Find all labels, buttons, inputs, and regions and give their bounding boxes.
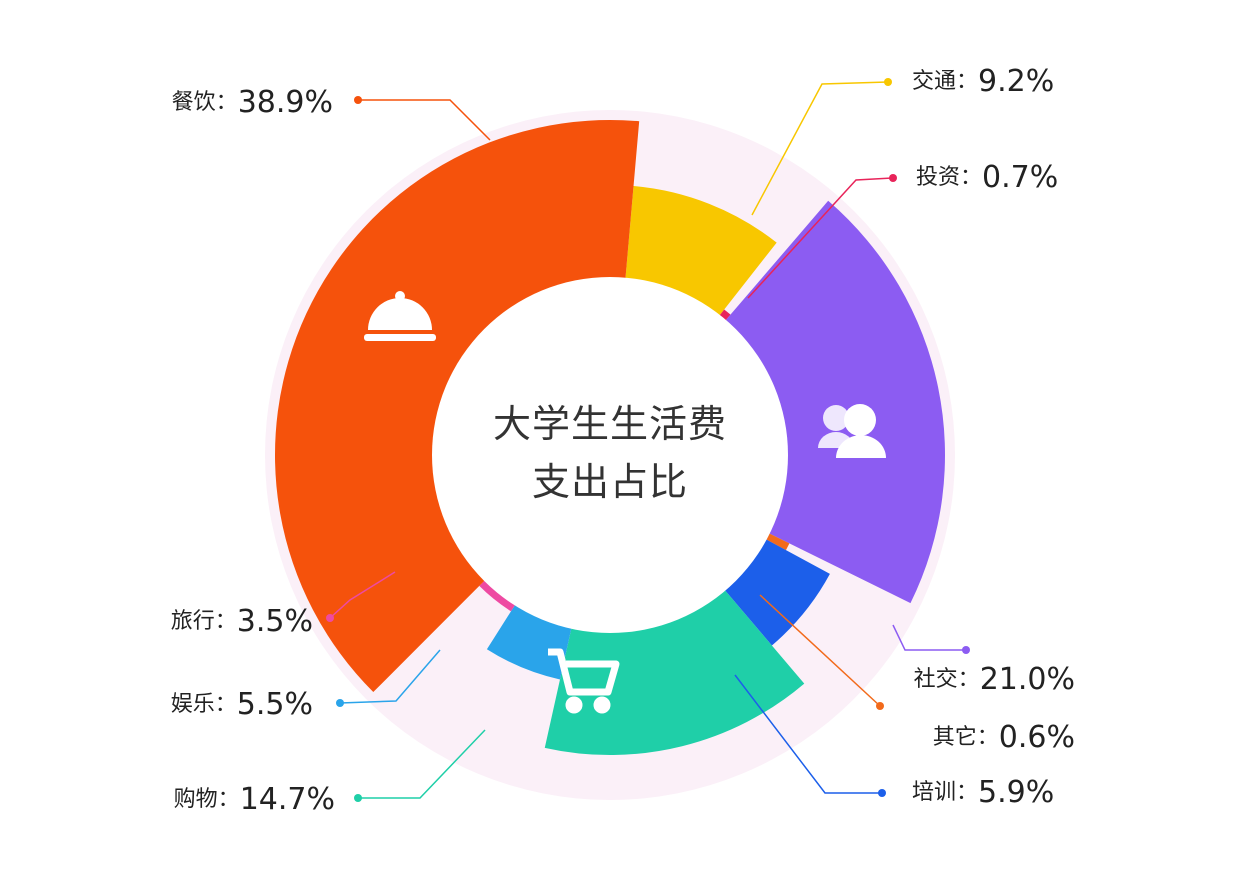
label-category: 社交 (914, 667, 958, 692)
slice (275, 120, 640, 693)
chart-title: 大学生生活费支出占比 (492, 402, 727, 504)
leader-dot (878, 789, 886, 797)
leader-dot (876, 702, 884, 710)
slice-label: 社交：21.0% (914, 662, 1075, 697)
label-separator: ： (956, 69, 978, 94)
slice-label: 交通：9.2% (912, 64, 1054, 99)
value-label: 9.2% (978, 64, 1054, 99)
label-separator: ： (960, 165, 982, 190)
label-separator: ： (956, 780, 978, 805)
label-separator: ： (958, 667, 980, 692)
label-separator: ： (216, 90, 238, 115)
value-label: 0.7% (982, 160, 1058, 195)
leader-dot (884, 78, 892, 86)
leader-dot (336, 699, 344, 707)
value-label: 21.0% (980, 662, 1075, 697)
center-hole (432, 277, 788, 633)
label-category: 餐饮 (172, 90, 216, 115)
leader-line (759, 594, 881, 707)
leader-line (892, 624, 966, 651)
slice-label: 娱乐：5.5% (171, 687, 313, 722)
value-label: 3.5% (237, 604, 313, 639)
leader-line (358, 99, 491, 141)
leader-line (339, 649, 441, 704)
label-separator: ： (977, 725, 999, 750)
slice-label: 其它：0.6% (933, 720, 1075, 755)
value-label: 5.9% (978, 775, 1054, 810)
label-category: 投资 (916, 165, 960, 190)
label-separator: ： (215, 609, 237, 634)
leader-line (358, 729, 486, 799)
slice-label: 旅行：3.5% (171, 604, 313, 639)
value-label: 14.7% (240, 782, 335, 817)
leader-dot (354, 96, 362, 104)
leader-dot (326, 614, 334, 622)
leader-dot (962, 646, 970, 654)
cart-icon (548, 648, 620, 714)
label-separator: ： (218, 787, 240, 812)
slice-label: 餐饮：38.9% (172, 85, 333, 120)
leader-line (329, 571, 396, 619)
leader-line (747, 177, 894, 299)
slice-label: 购物：14.7% (174, 782, 335, 817)
leader-dot (354, 794, 362, 802)
people-icon (818, 404, 886, 458)
label-category: 娱乐 (171, 692, 215, 717)
label-category: 购物 (174, 787, 218, 812)
leader-line (734, 674, 882, 794)
label-separator: ： (215, 692, 237, 717)
leader-dot (889, 174, 897, 182)
label-category: 培训 (912, 780, 956, 805)
icons (364, 291, 886, 714)
dish-icon (364, 291, 436, 341)
slice-label: 培训：5.9% (912, 775, 1054, 810)
leader-line (751, 81, 889, 216)
value-label: 0.6% (999, 720, 1075, 755)
value-label: 5.5% (237, 687, 313, 722)
value-label: 38.9% (238, 85, 333, 120)
label-category: 旅行 (171, 609, 215, 634)
label-category: 交通 (912, 69, 956, 94)
slice-label: 投资：0.7% (916, 160, 1058, 195)
label-category: 其它 (933, 725, 977, 750)
